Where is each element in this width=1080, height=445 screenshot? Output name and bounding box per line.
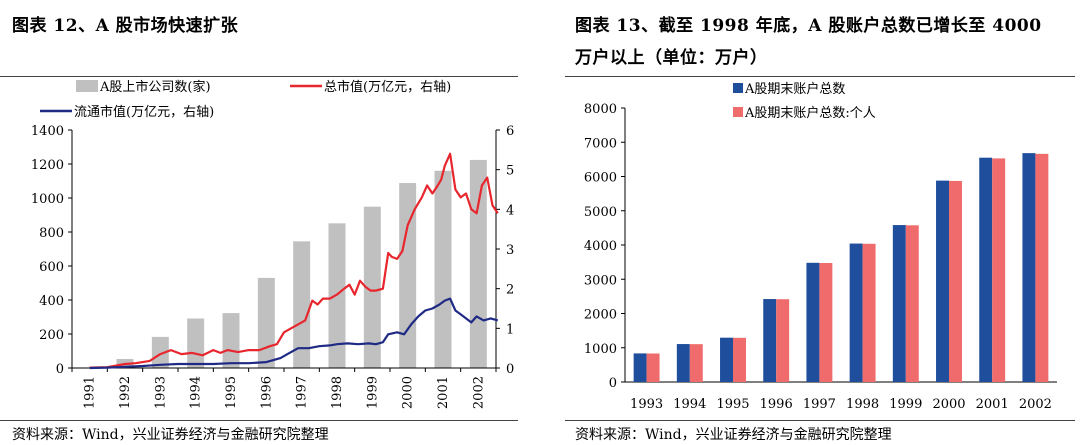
bar-individual-accounts-1999 bbox=[905, 225, 919, 382]
bar-total-accounts-1994 bbox=[676, 344, 690, 382]
bar-individual-accounts-1994 bbox=[689, 344, 703, 382]
y-right-tick-label: 1 bbox=[506, 322, 514, 337]
bar-total-accounts-1997 bbox=[806, 262, 820, 382]
bar-individual-accounts-1998 bbox=[862, 243, 876, 382]
legend-label-1: A股期末账户总数:个人 bbox=[744, 105, 876, 121]
legend-swatch-0 bbox=[733, 83, 743, 93]
x-tick-label: 1993 bbox=[630, 397, 663, 412]
legend-swatch-1 bbox=[733, 107, 743, 117]
x-tick-label: 2001 bbox=[976, 397, 1009, 412]
y-left-tick-label: 0 bbox=[56, 362, 64, 377]
x-tick-label: 2000 bbox=[932, 397, 965, 412]
x-tick-label: 1994 bbox=[673, 397, 706, 412]
x-tick-label: 1998 bbox=[330, 376, 345, 409]
bar-individual-accounts-1996 bbox=[776, 299, 790, 382]
right-title-line2: 万户以上（单位：万户） bbox=[575, 48, 768, 68]
bar-listed-companies-1993 bbox=[151, 336, 169, 368]
left-chart-panel: 图表 12、A 股市场快速扩张 0 200 400 600 800 1000 1200 140… bbox=[0, 0, 525, 445]
y-tick-label: 2000 bbox=[584, 308, 617, 323]
y-right-tick-label: 6 bbox=[506, 124, 514, 139]
bar-listed-companies-2001 bbox=[434, 170, 452, 368]
bar-total-accounts-1995 bbox=[720, 337, 733, 382]
y-tick-label: 7000 bbox=[584, 136, 617, 151]
bar-listed-companies-2002 bbox=[469, 159, 487, 368]
bar-total-accounts-1993 bbox=[633, 353, 647, 382]
bar-listed-companies-1994 bbox=[187, 318, 205, 368]
bar-listed-companies-1995 bbox=[222, 313, 240, 368]
x-tick-label: 1995 bbox=[716, 397, 749, 412]
bar-total-accounts-1999 bbox=[892, 225, 906, 382]
y-tick-label: 1000 bbox=[584, 342, 617, 357]
right-title-line1: 图表 13、截至 1998 年底，A 股账户总数已增长至 4000 bbox=[575, 16, 1042, 36]
y-tick-label: 5000 bbox=[584, 205, 617, 220]
legend-label-0: A股期末账户总数 bbox=[744, 81, 845, 97]
y-tick-label: 0 bbox=[609, 376, 617, 391]
y-left-tick-label: 1400 bbox=[31, 124, 64, 139]
left-bottom-rule bbox=[0, 420, 518, 421]
x-tick-label: 1993 bbox=[153, 376, 168, 409]
x-tick-label: 1992 bbox=[118, 376, 133, 409]
legend-float-label: 流通市值(万亿元，右轴) bbox=[74, 104, 214, 120]
bar-individual-accounts-2001 bbox=[992, 158, 1006, 382]
bar-total-accounts-1996 bbox=[763, 299, 777, 382]
y-left-tick-label: 600 bbox=[39, 260, 64, 275]
y-right-tick-label: 2 bbox=[506, 283, 514, 298]
right-bottom-rule bbox=[565, 420, 1075, 421]
left-top-rule bbox=[0, 76, 518, 77]
y-tick-label: 3000 bbox=[584, 273, 617, 288]
y-right-tick-label: 5 bbox=[506, 164, 514, 179]
left-source-note: 资料来源：Wind，兴业证券经济与金融研究院整理 bbox=[12, 427, 329, 443]
x-tick-label: 2001 bbox=[436, 376, 451, 409]
bar-listed-companies-1996 bbox=[257, 277, 275, 368]
right-chart-title: 图表 13、截至 1998 年底，A 股账户总数已增长至 4000 万户以上（单… bbox=[575, 10, 1075, 74]
right-chart-panel: 图表 13、截至 1998 年底，A 股账户总数已增长至 4000 万户以上（单… bbox=[565, 0, 1080, 445]
line-total-market-cap bbox=[89, 152, 499, 369]
bar-listed-companies-1997 bbox=[293, 241, 311, 368]
y-tick-label: 4000 bbox=[584, 239, 617, 254]
bar-individual-accounts-1997 bbox=[819, 263, 833, 382]
x-tick-label: 2002 bbox=[471, 376, 486, 409]
right-chart-svg: 0 1000 2000 3000 4000 5000 6000 7000 8000 1993 199… bbox=[584, 81, 1057, 412]
x-tick-label: 1991 bbox=[83, 376, 98, 409]
y-right-tick-label: 4 bbox=[506, 203, 514, 218]
y-right-tick-label: 0 bbox=[506, 362, 514, 377]
legend-total-label: 总市值(万亿元，右轴) bbox=[324, 79, 451, 95]
x-tick-label: 1997 bbox=[803, 397, 836, 412]
left-chart-svg: 0 200 400 600 800 1000 1200 1400 0 1 2 3 4 5 6 1991 1992… bbox=[31, 79, 514, 409]
y-right-tick-label: 3 bbox=[506, 243, 514, 258]
y-left-tick-label: 200 bbox=[39, 328, 64, 343]
bar-total-accounts-2000 bbox=[936, 180, 949, 382]
x-tick-label: 2002 bbox=[1019, 397, 1052, 412]
bar-individual-accounts-2000 bbox=[949, 180, 962, 382]
x-tick-label: 1997 bbox=[295, 376, 310, 409]
bar-total-accounts-2002 bbox=[1022, 153, 1036, 382]
y-left-tick-label: 1000 bbox=[31, 192, 64, 207]
x-tick-label: 1996 bbox=[760, 397, 793, 412]
bar-listed-companies-1999 bbox=[363, 206, 381, 368]
x-tick-label: 2000 bbox=[401, 376, 416, 409]
line-float-market-cap bbox=[89, 297, 499, 370]
right-top-rule bbox=[565, 76, 1075, 77]
bar-individual-accounts-2002 bbox=[1035, 153, 1049, 382]
bar-individual-accounts-1993 bbox=[646, 353, 660, 382]
legend-bar-label: A股上市公司数(家) bbox=[99, 79, 211, 95]
y-left-tick-label: 800 bbox=[39, 226, 64, 241]
bar-listed-companies-2000 bbox=[399, 183, 417, 368]
x-tick-label: 1998 bbox=[846, 397, 879, 412]
legend-bar-swatch bbox=[76, 80, 98, 92]
y-left-tick-label: 400 bbox=[39, 294, 64, 309]
bar-total-accounts-1998 bbox=[849, 243, 863, 382]
bar-individual-accounts-1995 bbox=[733, 337, 746, 382]
right-source-note: 资料来源：Wind，兴业证券经济与金融研究院整理 bbox=[575, 427, 892, 443]
x-tick-label: 1994 bbox=[189, 376, 204, 409]
x-tick-label: 1999 bbox=[889, 397, 922, 412]
x-tick-label: 1999 bbox=[365, 376, 380, 409]
y-left-tick-label: 1200 bbox=[31, 158, 64, 173]
left-chart-title: 图表 12、A 股市场快速扩张 bbox=[12, 16, 239, 36]
x-tick-label: 1996 bbox=[259, 376, 274, 409]
y-tick-label: 8000 bbox=[584, 102, 617, 117]
x-tick-label: 1995 bbox=[224, 376, 239, 409]
bar-total-accounts-2001 bbox=[979, 157, 993, 382]
y-tick-label: 6000 bbox=[584, 171, 617, 186]
